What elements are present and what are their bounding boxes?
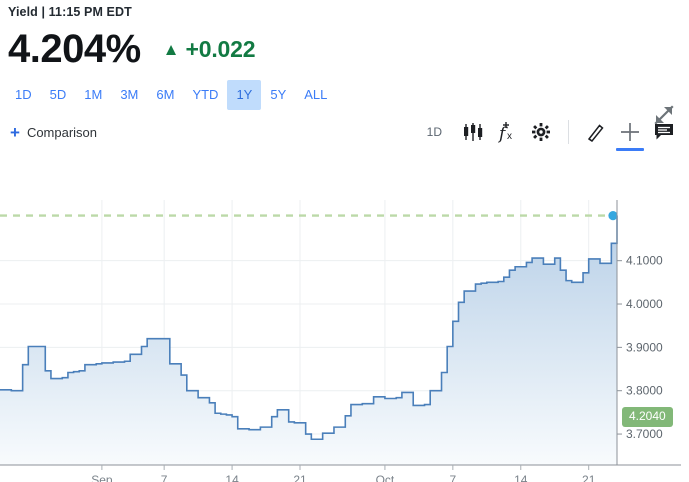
x-axis-ticks: Sep 7 14 21 Oct 7 14 21 (91, 465, 596, 482)
current-price-marker (608, 211, 618, 221)
range-tab-6m[interactable]: 6M (156, 87, 175, 102)
comparison-label: Comparison (26, 124, 98, 140)
quote-price-row: 4.204% ▲ +0.022 (8, 27, 689, 71)
change-up-arrow-icon: ▲ (162, 39, 180, 59)
range-tab-1y[interactable]: 1Y (227, 80, 262, 110)
chart-line (0, 215, 618, 441)
svg-text:f: f (497, 124, 508, 143)
plus-icon: + (10, 122, 20, 142)
add-comparison-button[interactable]: + Comparison (10, 124, 97, 141)
indicators-fx-icon[interactable]: f x (490, 113, 524, 151)
svg-text:7: 7 (161, 473, 168, 482)
svg-text:21: 21 (293, 473, 307, 482)
svg-text:Oct: Oct (376, 473, 395, 482)
active-tool-indicator (616, 148, 644, 151)
y-axis-ticks: 4.1000 4.0000 3.9000 3.8000 3.7000 (617, 254, 663, 441)
interval-selector[interactable]: 1D (426, 125, 442, 139)
quote-meta-label: Yield | 11:15 PM EDT (8, 5, 132, 19)
crosshair-icon[interactable] (613, 113, 647, 151)
quote-change-group: ▲ +0.022 (163, 36, 256, 63)
quote-price: 4.204% (8, 27, 141, 71)
current-price-badge: 4.2040 (622, 406, 673, 427)
svg-text:14: 14 (225, 473, 239, 482)
toolbar-divider (568, 120, 569, 144)
svg-text:3.8000: 3.8000 (626, 384, 663, 398)
svg-text:7: 7 (450, 473, 457, 482)
notes-annotation-icon[interactable] (647, 113, 681, 151)
range-tab-3m[interactable]: 3M (120, 87, 139, 102)
chart-canvas[interactable]: 4.1000 4.0000 3.9000 3.8000 3.7000 Sep 7 14 21 O… (0, 200, 689, 482)
svg-text:4.0000: 4.0000 (626, 297, 663, 311)
range-tabs: 1D 5D 1M 3M 6M YTD 1Y 5Y ALL (0, 78, 689, 112)
chart-toolbar: + Comparison 1D f x (0, 112, 689, 152)
price-chart[interactable]: 4.1000 4.0000 3.9000 3.8000 3.7000 Sep 7 14 21 O… (0, 200, 689, 482)
range-tab-all[interactable]: ALL (304, 87, 328, 102)
range-tab-1d[interactable]: 1D (15, 87, 32, 102)
svg-text:21: 21 (582, 473, 596, 482)
expand-arrows-icon[interactable] (647, 98, 681, 132)
svg-text:14: 14 (514, 473, 528, 482)
quote-change-value: +0.022 (185, 35, 256, 62)
svg-text:3.7000: 3.7000 (626, 427, 663, 441)
chart-toolbar-actions: 1D f x (423, 112, 681, 152)
range-tab-5d[interactable]: 5D (49, 87, 67, 102)
svg-text:3.9000: 3.9000 (626, 340, 663, 354)
range-tab-1m[interactable]: 1M (84, 87, 103, 102)
candlestick-chart-type-icon[interactable] (456, 113, 490, 151)
range-tab-5y[interactable]: 5Y (270, 87, 287, 102)
svg-text:Sep: Sep (91, 473, 113, 482)
range-tab-ytd[interactable]: YTD (192, 87, 219, 102)
pencil-draw-icon[interactable] (579, 113, 613, 151)
chart-area-fill (0, 215, 617, 465)
svg-text:4.1000: 4.1000 (626, 254, 663, 268)
svg-text:x: x (507, 131, 512, 142)
quote-header: Yield | 11:15 PM EDT 4.204% ▲ +0.022 (0, 0, 689, 71)
gear-icon[interactable] (524, 113, 558, 151)
